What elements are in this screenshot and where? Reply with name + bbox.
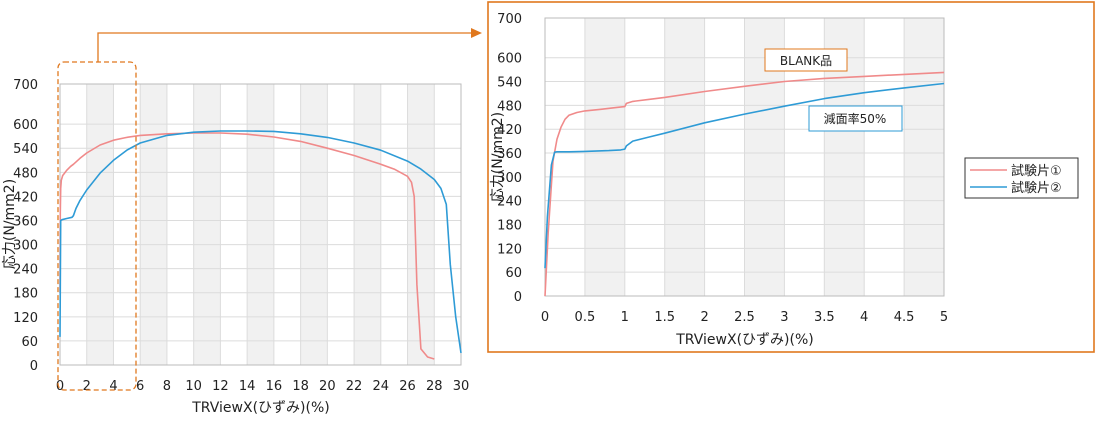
grid-stripe [904,18,944,296]
legend-label-1: 試験片① [1011,163,1062,179]
x-tick-label: 4.5 [894,310,915,325]
x-tick-label: 16 [266,379,283,394]
series-line-1 [544,71,945,297]
zoom-connector-line [97,32,472,62]
x-tick-label: 4 [109,379,117,394]
x-tick-label: 3 [780,310,788,325]
y-tick-label: 120 [13,311,38,326]
y-tick-label: 360 [13,214,38,229]
x-tick-label: 18 [292,379,309,394]
x-tick-label: 4 [860,310,868,325]
y-tick-label: 120 [497,242,522,257]
grid-stripe [354,84,381,365]
y-axis-label: 応力(N/mm2) [2,179,18,269]
zoom-region-box [57,61,137,391]
legend-label-2: 試験片② [1011,180,1062,196]
reduction-callout: 減面率50% [808,105,903,132]
y-tick-label: 420 [497,123,522,138]
x-tick-label: 1 [621,310,629,325]
y-tick-label: 540 [497,76,522,91]
y-tick-label: 420 [13,190,38,205]
x-tick-label: 2.5 [734,310,755,325]
x-tick-label: 12 [212,379,229,394]
x-tick-label: 24 [373,379,390,394]
series-line-2 [59,130,462,354]
plot-frame [544,17,945,297]
x-tick-label: 3.5 [814,310,835,325]
y-tick-label: 700 [497,12,522,27]
x-tick-label: 14 [239,379,256,394]
y-tick-label: 540 [13,142,38,157]
y-tick-label: 480 [497,99,522,114]
x-tick-label: 26 [399,379,416,394]
blank-callout: BLANK品 [764,48,848,72]
x-axis-label: TRViewX(ひずみ)(%) [675,332,813,348]
x-tick-label: 0 [541,310,549,325]
y-tick-label: 180 [497,219,522,234]
x-tick-label: 1.5 [654,310,675,325]
y-tick-label: 700 [13,78,38,93]
x-tick-label: 28 [426,379,443,394]
y-tick-label: 240 [13,263,38,278]
y-tick-label: 480 [13,166,38,181]
reduction-label: 減面率50% [824,111,887,126]
zoom-connector-arrow [471,28,482,38]
y-tick-label: 60 [21,335,38,350]
legend: 試験片① 試験片② [964,157,1079,199]
x-tick-label: 30 [453,379,470,394]
y-tick-label: 0 [514,290,522,305]
grid-stripe [407,84,435,365]
grid-stripe [664,18,705,296]
y-tick-label: 240 [497,195,522,210]
x-tick-label: 22 [346,379,363,394]
y-tick-label: 60 [505,266,522,281]
x-tick-label: 0.5 [575,310,596,325]
grid-stripe [584,18,625,296]
series-line-2 [544,82,945,269]
zoom-panel-frame [487,1,1095,353]
y-axis-label: 応力(N/mm2) [490,112,506,202]
x-tick-label: 2 [700,310,708,325]
y-tick-label: 300 [13,239,38,254]
x-tick-label: 5 [940,310,948,325]
grid-stripe [247,84,274,365]
chart-full-range: 0 2 4 6 8 10 12 14 16 18 20 22 24 26 28 300601201802403… [2,78,469,416]
x-tick-label: 2 [83,379,91,394]
chart-zoom-range: 0 0.5 1 1.5 2 2.5 3 3.5 4 4.5 5 0 60 120 180 240 300 360 4… [490,12,948,348]
x-tick-label: 6 [136,379,144,394]
x-tick-label: 0 [56,379,64,394]
y-tick-label: 0 [30,359,38,374]
blank-label: BLANK品 [780,54,832,68]
y-tick-label: 360 [497,147,522,162]
x-axis-label: TRViewX(ひずみ)(%) [191,400,329,416]
y-tick-label: 600 [497,52,522,67]
x-tick-label: 10 [185,379,202,394]
x-tick-label: 8 [163,379,171,394]
x-tick-label: 20 [319,379,336,394]
grid-stripe [140,84,167,365]
grid-stripe [86,84,114,365]
y-tick-label: 600 [13,118,38,133]
grid-stripe [193,84,221,365]
y-tick-label: 300 [497,171,522,186]
y-tick-label: 180 [13,287,38,302]
grid-stripe [300,84,328,365]
